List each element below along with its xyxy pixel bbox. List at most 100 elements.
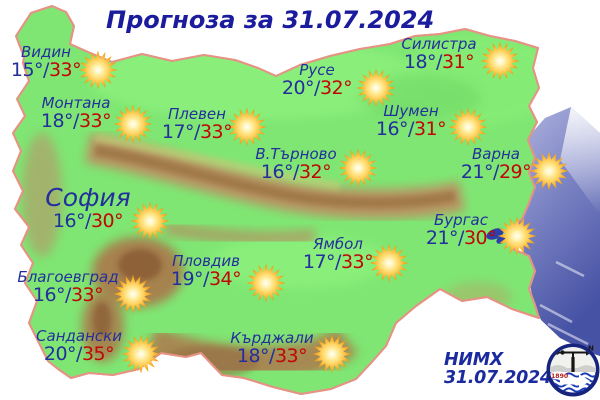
temp-max: 31° xyxy=(441,51,475,73)
temp-min: 19° xyxy=(170,268,204,290)
temp-separator: / xyxy=(335,251,341,273)
city-block: Ямбол 17°/33° xyxy=(302,235,374,273)
city-name: Монтана xyxy=(41,94,111,112)
city-block: Плевен 17°/33° xyxy=(161,105,233,143)
temp-separator: / xyxy=(76,343,82,365)
city-temperatures: 18°/33° xyxy=(230,346,313,367)
temp-max: 32° xyxy=(298,161,332,183)
city-block: София 16°/30° xyxy=(45,185,130,232)
city-block: Сандански 20°/35° xyxy=(36,328,122,365)
temp-max: 32° xyxy=(319,77,353,99)
city-temperatures: 16°/31° xyxy=(375,118,447,140)
temp-max: 33° xyxy=(78,110,112,132)
city-block: Благоевград 16°/33° xyxy=(17,269,118,306)
city-temperatures: 17°/33° xyxy=(302,251,374,273)
temp-min: 16° xyxy=(260,161,294,183)
temp-separator: / xyxy=(436,51,442,73)
temp-min: 16° xyxy=(52,210,86,232)
city-name: Шумен xyxy=(383,102,439,120)
credit-block: НИМХ 31.07.2024 xyxy=(444,351,552,387)
temp-separator: / xyxy=(194,121,200,143)
city-temperatures: 18°/33° xyxy=(40,110,112,132)
city-temperatures: 21°/29° xyxy=(460,161,532,183)
city-block: Силистра 18°/31° xyxy=(401,36,476,73)
logo-north-label: N xyxy=(588,345,594,353)
city-block: Монтана 18°/33° xyxy=(40,94,112,132)
city-temperatures: 21°/30° xyxy=(425,227,497,249)
city-temperatures: 19°/34° xyxy=(170,268,242,290)
temp-separator: / xyxy=(293,161,299,183)
city-block: Шумен 16°/31° xyxy=(375,102,447,140)
city-temperatures: 16°/30° xyxy=(45,211,130,232)
city-block: В.Търново 16°/32° xyxy=(255,146,336,183)
city-block: Видин 15°/33° xyxy=(10,43,82,81)
temp-max: 34° xyxy=(208,268,242,290)
city-name: Варна xyxy=(471,145,520,163)
city-name: Плевен xyxy=(168,105,226,123)
city-block: Пловдив 19°/34° xyxy=(170,252,242,290)
temp-min: 20° xyxy=(281,77,315,99)
temp-max: 30° xyxy=(90,210,124,232)
temp-separator: / xyxy=(65,284,71,306)
temp-min: 17° xyxy=(161,121,195,143)
city-name: Русе xyxy=(299,61,335,79)
city-block: Русе 20°/32° xyxy=(281,61,353,99)
temp-max: 35° xyxy=(81,343,115,365)
credit-date: 31.07.2024 xyxy=(444,368,552,388)
city-name: Силистра xyxy=(401,35,477,53)
city-name: Ямбол xyxy=(313,235,363,253)
city-block: Кърджали 18°/33° xyxy=(230,330,313,367)
temp-separator: / xyxy=(85,210,91,232)
temp-max: 33° xyxy=(48,59,82,81)
temp-min: 20° xyxy=(43,343,77,365)
temp-separator: / xyxy=(493,161,499,183)
temp-min: 15° xyxy=(10,59,44,81)
city-name: Видин xyxy=(21,43,71,61)
city-temperatures: 20°/35° xyxy=(36,344,122,365)
temp-separator: / xyxy=(314,77,320,99)
logo-arrow xyxy=(560,374,590,388)
temp-min: 16° xyxy=(375,118,409,140)
temp-min: 18° xyxy=(403,51,437,73)
logo-mast xyxy=(571,357,575,372)
temp-min: 18° xyxy=(236,345,270,367)
temp-min: 17° xyxy=(302,251,336,273)
credit-org: НИМХ xyxy=(444,350,503,370)
temp-separator: / xyxy=(269,345,275,367)
temp-max: 33° xyxy=(70,284,104,306)
temp-max: 30° xyxy=(463,227,497,249)
city-temperatures: 17°/33° xyxy=(161,121,233,143)
city-name: Благоевград xyxy=(17,268,119,286)
temp-separator: / xyxy=(203,268,209,290)
city-temperatures: 20°/32° xyxy=(281,77,353,99)
state-border xyxy=(12,5,540,395)
city-name: София xyxy=(45,183,131,212)
temp-max: 29° xyxy=(498,161,532,183)
city-temperatures: 16°/32° xyxy=(255,162,336,183)
city-name: Сандански xyxy=(36,327,122,345)
temp-max: 33° xyxy=(274,345,308,367)
temp-max: 33° xyxy=(340,251,374,273)
forecast-title: Прогноза за 31.07.2024 xyxy=(106,6,435,34)
temp-separator: / xyxy=(408,118,414,140)
city-name: Пловдив xyxy=(172,252,240,270)
nimh-logo: 1890 N xyxy=(546,343,600,397)
temp-separator: / xyxy=(458,227,464,249)
city-name: Бургас xyxy=(433,211,488,229)
city-block: Варна 21°/29° xyxy=(460,145,532,183)
temp-max: 33° xyxy=(199,121,233,143)
city-temperatures: 15°/33° xyxy=(10,59,82,81)
temp-min: 21° xyxy=(425,227,459,249)
city-name: Кърджали xyxy=(230,329,314,347)
temp-min: 21° xyxy=(460,161,494,183)
temp-separator: / xyxy=(43,59,49,81)
city-temperatures: 18°/31° xyxy=(401,52,476,73)
city-temperatures: 16°/33° xyxy=(17,285,118,306)
temp-min: 18° xyxy=(40,110,74,132)
temp-min: 16° xyxy=(32,284,66,306)
temp-max: 31° xyxy=(413,118,447,140)
city-block: Бургас 21°/30° xyxy=(425,211,497,249)
